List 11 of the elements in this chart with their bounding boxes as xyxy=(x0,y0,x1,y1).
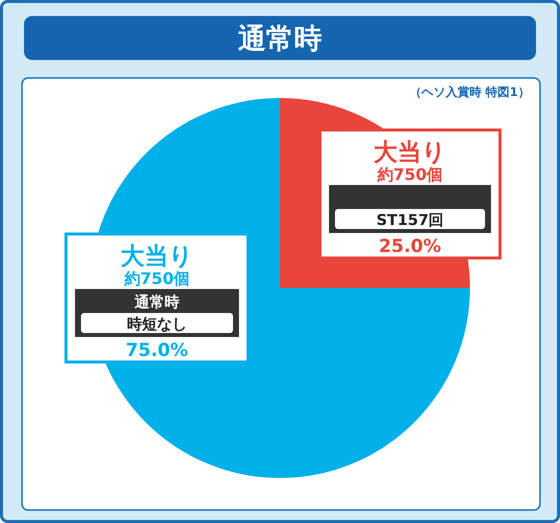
slice-label: 大当り xyxy=(120,242,194,270)
data-label: 75.0% xyxy=(126,340,188,361)
text: 通常時 xyxy=(134,293,180,311)
slice-label: 大当り xyxy=(374,138,446,166)
text: 約750個 xyxy=(376,165,443,184)
data-label: 25.0% xyxy=(378,236,442,257)
text: （ヘソ入賞時 特図1） xyxy=(409,85,530,99)
text: ST157回 xyxy=(376,211,444,229)
text: 約750個 xyxy=(123,269,190,288)
text: 時短なし xyxy=(127,315,187,333)
chart-title: 通常時 xyxy=(238,22,322,55)
